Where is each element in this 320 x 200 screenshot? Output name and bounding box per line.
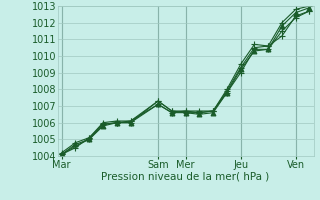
X-axis label: Pression niveau de la mer( hPa ): Pression niveau de la mer( hPa ) bbox=[101, 172, 270, 182]
